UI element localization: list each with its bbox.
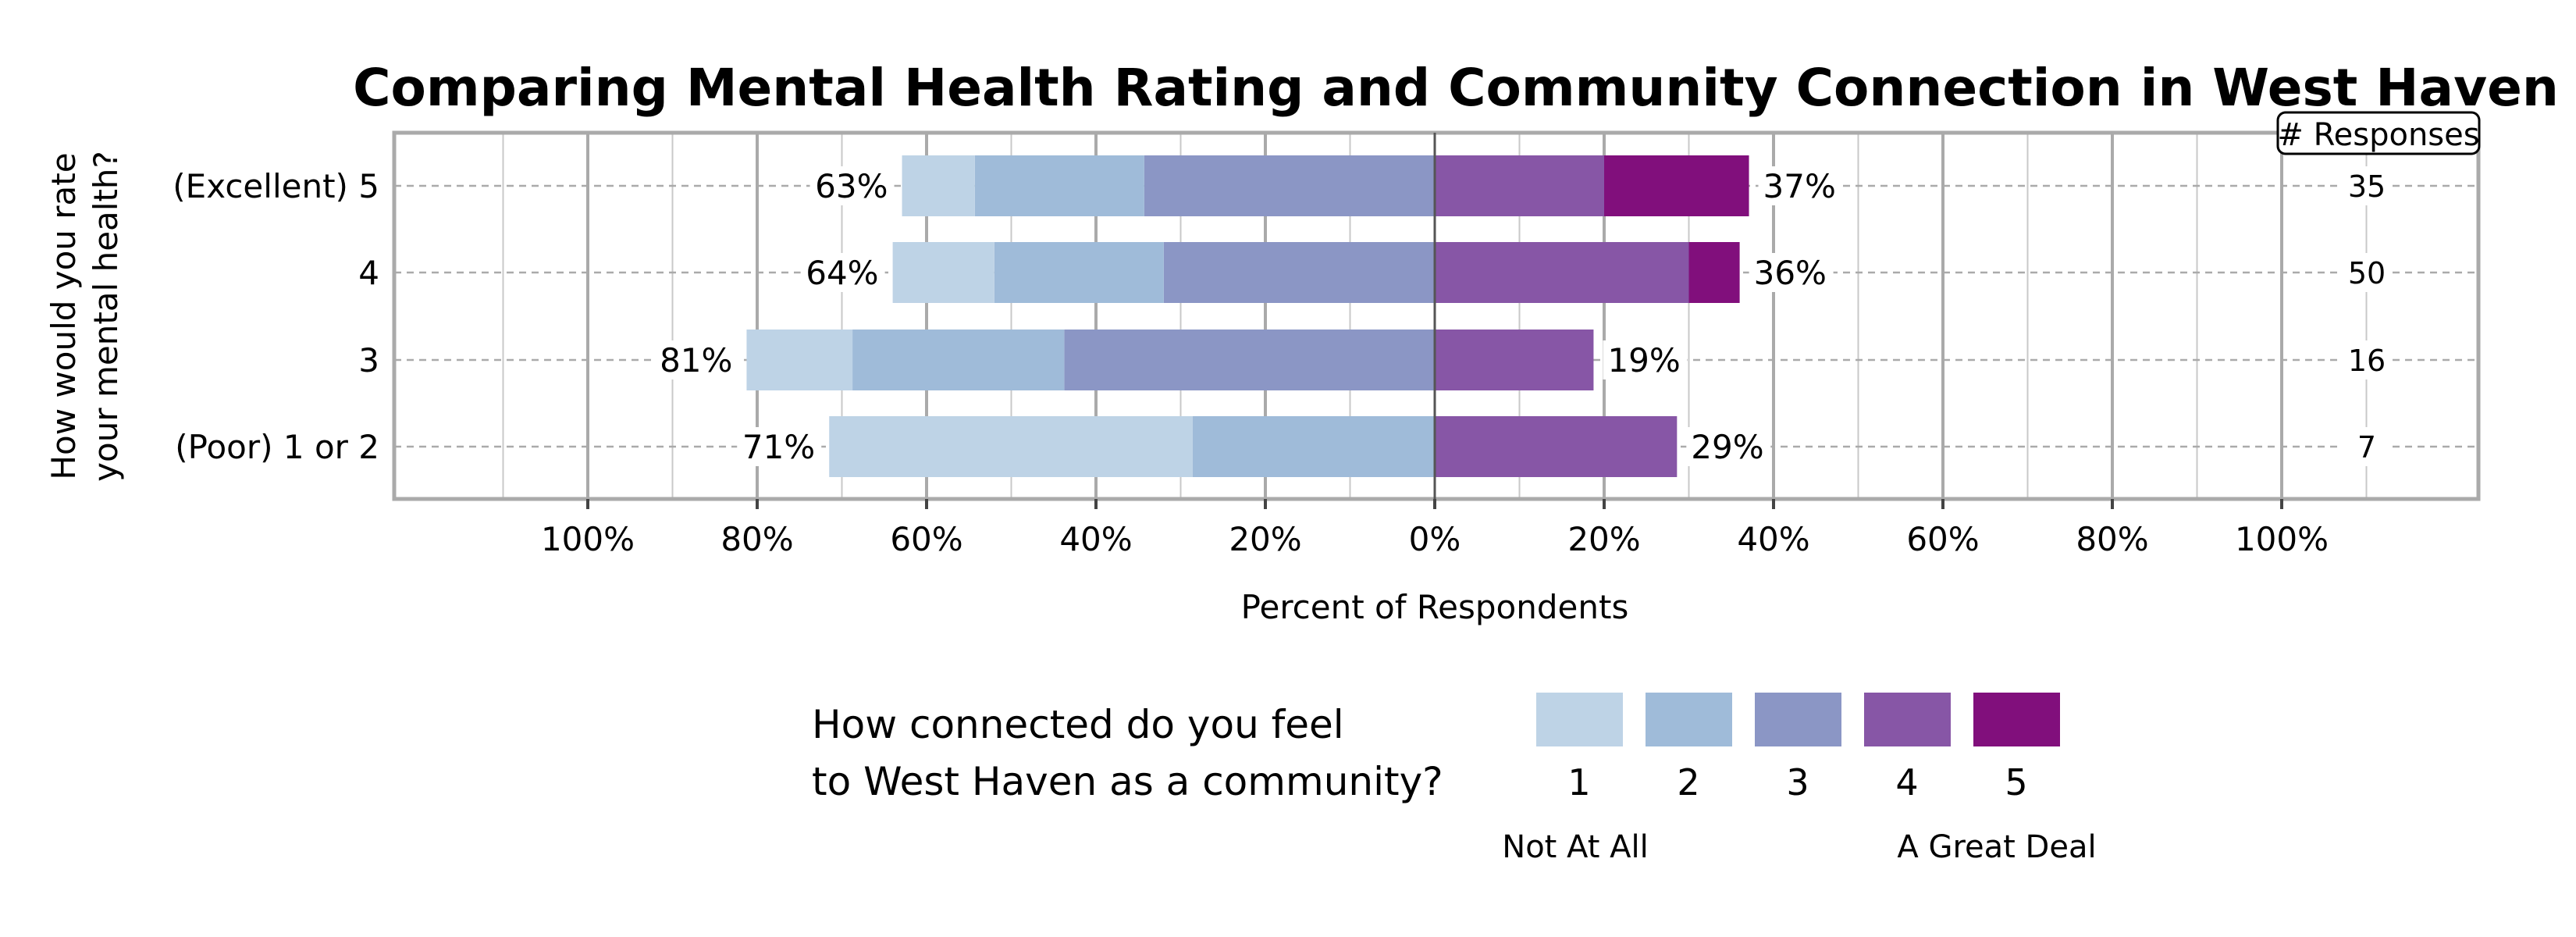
legend-label-3: 3 xyxy=(1786,761,1809,803)
chart-title: Comparing Mental Health Rating and Commu… xyxy=(353,58,2559,118)
x-tick-label: 100% xyxy=(2235,520,2329,558)
legend-swatch-2 xyxy=(1646,693,1732,746)
bar-segment-5 xyxy=(1688,242,1740,303)
label-bg xyxy=(2342,340,2392,379)
responses-count: 16 xyxy=(2348,344,2386,378)
category-label: 3 xyxy=(358,341,379,379)
x-tick-label: 20% xyxy=(1567,520,1640,558)
label-bg xyxy=(2342,253,2392,292)
left-total-label: 63% xyxy=(815,167,888,205)
bar-segment-2 xyxy=(852,330,1065,390)
responses-header: # Responses xyxy=(2276,111,2481,155)
bar-segment-4 xyxy=(1435,242,1689,303)
legend-swatch-5 xyxy=(1973,693,2060,746)
y-axis-label-line-1: How would you rate xyxy=(44,152,83,479)
x-tick-label: 0% xyxy=(1409,520,1461,558)
bar-segment-1 xyxy=(829,416,1193,477)
right-total-label: 36% xyxy=(1754,254,1827,292)
category-label: (Poor) 1 or 2 xyxy=(175,428,379,466)
label-bg xyxy=(1749,253,1834,292)
x-tick-label: 80% xyxy=(2076,520,2148,558)
rows: (Excellent) 5 63% 37% 35 4 64% 36% 50 3 81% 19% 16 (… xyxy=(173,155,2478,477)
right-total-label: 29% xyxy=(1691,428,1763,466)
left-total-label: 71% xyxy=(742,428,815,466)
label-bg xyxy=(809,166,895,205)
x-tick-label: 80% xyxy=(720,520,793,558)
bar-segment-4 xyxy=(1435,416,1678,477)
x-tick-labels: 100% 80% 60% 40% 20% 0% 20% 40% 60% 80% 100% xyxy=(541,499,2329,558)
legend-swatch-3 xyxy=(1755,693,1841,746)
responses-count: 35 xyxy=(2348,169,2386,204)
x-tick-label: 100% xyxy=(541,520,635,558)
label-bg xyxy=(1603,340,1688,379)
bar-segment-3 xyxy=(1163,242,1435,303)
x-tick-label: 40% xyxy=(1737,520,1809,558)
legend-title-line-2: to West Haven as a community? xyxy=(812,759,1443,804)
legend-swatch-4 xyxy=(1864,693,1951,746)
bar-segment-2 xyxy=(994,242,1164,303)
label-bg xyxy=(737,427,822,466)
x-tick-label: 20% xyxy=(1229,520,1301,558)
left-total-label: 64% xyxy=(806,254,878,292)
legend-low-label: Not At All xyxy=(1502,829,1648,865)
x-axis-label: Percent of Respondents xyxy=(1241,588,1629,626)
y-axis-label: How would you rate your mental health? xyxy=(44,151,125,482)
responses-count: 50 xyxy=(2348,256,2386,290)
label-bg xyxy=(1686,427,1771,466)
legend-label-4: 4 xyxy=(1895,761,1918,803)
bar-segment-1 xyxy=(746,330,853,390)
label-bg xyxy=(1758,166,1843,205)
label-bg xyxy=(654,340,739,379)
x-tick-label: 60% xyxy=(1906,520,1979,558)
bar-segment-1 xyxy=(902,155,975,216)
legend-label-1: 1 xyxy=(1567,761,1590,803)
bar-segment-3 xyxy=(1144,155,1435,216)
bar-segment-4 xyxy=(1435,155,1604,216)
legend-label-5: 5 xyxy=(2005,761,2027,803)
responses-count: 7 xyxy=(2357,430,2376,465)
bar-segment-5 xyxy=(1604,155,1749,216)
bar-segment-2 xyxy=(1192,416,1435,477)
bar-segment-1 xyxy=(892,242,994,303)
right-total-label: 37% xyxy=(1763,167,1836,205)
bar-segment-2 xyxy=(974,155,1144,216)
label-bg xyxy=(2342,166,2392,205)
x-tick-label: 40% xyxy=(1059,520,1132,558)
y-axis-label-line-2: your mental health? xyxy=(87,151,125,482)
category-label: (Excellent) 5 xyxy=(173,167,379,205)
x-tick-label: 60% xyxy=(890,520,962,558)
left-total-label: 81% xyxy=(660,341,732,379)
bar-segment-4 xyxy=(1435,330,1594,390)
right-total-label: 19% xyxy=(1607,341,1680,379)
legend-high-label: A Great Deal xyxy=(1897,829,2096,865)
label-bg xyxy=(800,253,885,292)
legend-title-line-1: How connected do you feel xyxy=(812,702,1344,747)
label-bg xyxy=(2342,427,2392,466)
legend-swatch-1 xyxy=(1536,693,1623,746)
legend: How connected do you feel to West Haven … xyxy=(812,693,2097,865)
legend-label-2: 2 xyxy=(1677,761,1699,803)
responses-header-label: # Responses xyxy=(2277,117,2479,153)
category-label: 4 xyxy=(358,254,379,292)
bar-segment-3 xyxy=(1064,330,1435,390)
